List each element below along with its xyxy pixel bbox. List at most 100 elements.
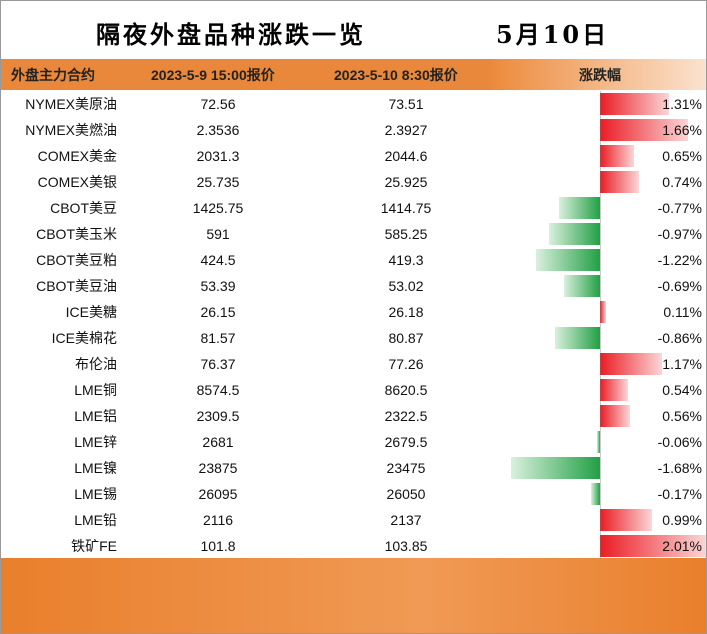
- data-bar: [600, 301, 606, 323]
- data-bar: [600, 379, 629, 401]
- change-label: -0.17%: [657, 486, 702, 502]
- data-bar: [600, 405, 630, 427]
- data-bar: [600, 119, 688, 141]
- change-label: 0.99%: [662, 512, 702, 528]
- change-label: -0.86%: [657, 330, 702, 346]
- zero-axis: [600, 91, 601, 559]
- row-name: NYMEX美燃油: [25, 122, 117, 138]
- prev-price: 81.57: [200, 330, 236, 346]
- data-bar: [535, 249, 600, 271]
- change-label: -1.68%: [657, 460, 702, 476]
- row-name: LME铅: [74, 512, 117, 528]
- curr-price: 103.85: [384, 538, 428, 554]
- curr-price: 73.51: [388, 96, 424, 112]
- data-bar: [591, 483, 600, 505]
- prev-price: 76.37: [200, 356, 236, 372]
- footer-band: [1, 558, 706, 633]
- prev-price: 25.735: [196, 174, 240, 190]
- change-label: 0.65%: [662, 148, 702, 164]
- curr-price: 2322.5: [384, 408, 428, 424]
- curr-price: 2.3927: [384, 122, 428, 138]
- row-name: 布伦油: [75, 356, 117, 372]
- prev-price: 2.3536: [196, 122, 240, 138]
- column-header: 外盘主力合约: [11, 67, 95, 83]
- change-label: 1.17%: [662, 356, 702, 372]
- data-bar: [600, 535, 706, 557]
- change-label: 2.01%: [662, 538, 702, 554]
- row-name: LME铜: [74, 382, 117, 398]
- prev-price: 2116: [202, 512, 234, 528]
- prev-price: 591: [206, 226, 230, 242]
- curr-price: 2137: [390, 512, 422, 528]
- column-header: 涨跌幅: [579, 67, 621, 83]
- row-name: LME锡: [74, 486, 117, 502]
- column-header: 2023-5-10 8:30报价: [334, 67, 458, 83]
- change-label: 0.54%: [662, 382, 702, 398]
- date: 5月10日: [496, 20, 610, 49]
- change-label: 0.74%: [662, 174, 702, 190]
- prev-price: 2031.3: [196, 148, 240, 164]
- change-label: -0.77%: [657, 200, 702, 216]
- data-bar: [600, 353, 662, 375]
- row-name: COMEX美银: [37, 174, 117, 190]
- change-label: -0.06%: [657, 434, 702, 450]
- prev-price: 23875: [198, 460, 238, 476]
- prev-price: 72.56: [200, 96, 236, 112]
- row-name: LME锌: [74, 434, 117, 450]
- prev-price: 53.39: [200, 278, 236, 294]
- data-bar: [596, 431, 600, 453]
- change-label: 1.66%: [662, 122, 702, 138]
- prev-price: 26095: [198, 486, 238, 502]
- change-label: -0.69%: [657, 278, 702, 294]
- curr-price: 2679.5: [384, 434, 428, 450]
- column-header: 2023-5-9 15:00报价: [151, 67, 275, 83]
- change-label: -0.97%: [657, 226, 702, 242]
- header-band: [1, 59, 706, 90]
- prev-price: 2681: [202, 434, 234, 450]
- curr-price: 53.02: [388, 278, 424, 294]
- data-bar: [600, 93, 670, 115]
- row-name: ICE美糖: [65, 304, 117, 320]
- prev-price: 424.5: [200, 252, 236, 268]
- curr-price: 80.87: [388, 330, 424, 346]
- row-name: LME镍: [74, 460, 117, 476]
- curr-price: 26050: [386, 486, 426, 502]
- prev-price: 1425.75: [192, 200, 244, 216]
- data-bar: [511, 457, 600, 479]
- data-bar: [554, 327, 600, 349]
- change-label: -1.22%: [657, 252, 702, 268]
- curr-price: 419.3: [388, 252, 424, 268]
- curr-price: 8620.5: [384, 382, 428, 398]
- curr-price: 1414.75: [380, 200, 432, 216]
- title: 隔夜外盘品种涨跌一览: [96, 20, 366, 49]
- prev-price: 8574.5: [196, 382, 240, 398]
- change-label: 1.31%: [662, 96, 702, 112]
- data-bar: [563, 275, 600, 297]
- row-name: CBOT美豆油: [36, 278, 117, 294]
- curr-price: 585.25: [384, 226, 428, 242]
- prev-price: 101.8: [200, 538, 236, 554]
- row-name: ICE美棉花: [51, 330, 117, 346]
- row-name: NYMEX美原油: [25, 96, 117, 112]
- row-name: COMEX美金: [37, 148, 117, 164]
- row-name: 铁矿FE: [71, 538, 117, 554]
- row-name: LME铝: [74, 408, 117, 424]
- data-bar: [600, 171, 640, 193]
- data-bar: [559, 197, 600, 219]
- curr-price: 2044.6: [384, 148, 428, 164]
- prev-price: 26.15: [200, 304, 236, 320]
- curr-price: 77.26: [388, 356, 424, 372]
- change-label: 0.11%: [663, 304, 702, 320]
- data-bar: [600, 145, 635, 167]
- prev-price: 2309.5: [196, 408, 240, 424]
- curr-price: 25.925: [384, 174, 428, 190]
- row-name: CBOT美豆: [50, 200, 117, 216]
- data-bar: [600, 509, 653, 531]
- row-name: CBOT美玉米: [36, 226, 117, 242]
- curr-price: 23475: [386, 460, 426, 476]
- curr-price: 26.18: [388, 304, 424, 320]
- data-bar: [548, 223, 600, 245]
- change-label: 0.56%: [662, 408, 702, 424]
- row-name: CBOT美豆粕: [36, 252, 117, 268]
